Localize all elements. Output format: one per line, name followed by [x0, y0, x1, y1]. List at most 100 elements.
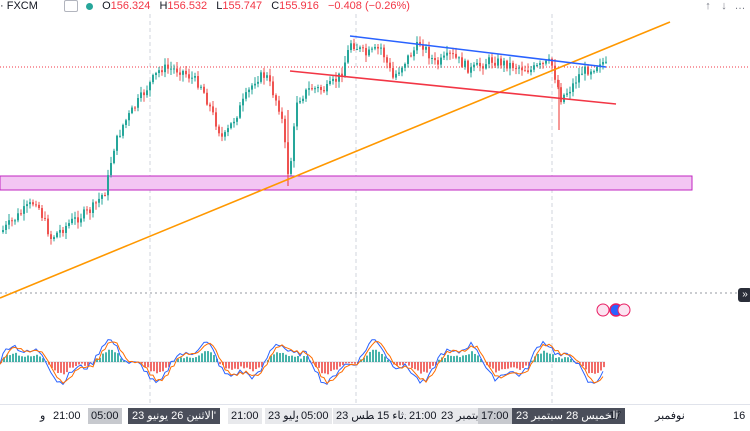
histogram-bar	[186, 357, 188, 362]
histogram-bar	[381, 354, 383, 362]
candle-body	[113, 151, 115, 163]
candle-body	[71, 219, 73, 223]
candle-body	[515, 68, 517, 69]
time-axis[interactable]: و 21:00 05:00 الاثنين 26 يونيو 23' 21:00…	[0, 404, 750, 431]
candle-body	[578, 74, 580, 82]
candle-body	[584, 67, 586, 74]
time-axis-label: و	[40, 408, 45, 424]
histogram-bar	[597, 362, 599, 373]
candle-body	[326, 84, 328, 91]
histogram-bar	[471, 351, 473, 362]
candle-body	[131, 108, 133, 114]
candle-body	[38, 205, 40, 208]
histogram-bar	[282, 353, 284, 362]
price-chart[interactable]	[0, 0, 750, 404]
candle-body	[491, 57, 493, 63]
candle-body	[35, 204, 37, 205]
histogram-bar	[54, 362, 56, 370]
candle-body	[350, 43, 352, 50]
candle-body	[575, 83, 577, 84]
histogram-bar	[303, 356, 305, 362]
histogram-bar	[447, 355, 449, 362]
candle-body	[593, 71, 595, 72]
histogram-bar	[246, 362, 248, 368]
candle-body	[473, 65, 475, 68]
candle-body	[20, 213, 22, 214]
candle-body	[590, 72, 592, 75]
candle-body	[581, 74, 583, 75]
histogram-bar	[378, 352, 380, 362]
candle-body	[164, 65, 166, 73]
histogram-bar	[354, 362, 356, 364]
channel-upper-line	[350, 36, 606, 67]
candle-body	[239, 105, 241, 117]
candle-body	[407, 55, 409, 64]
histogram-bar	[75, 362, 77, 366]
candle-body	[8, 220, 10, 224]
candle-body	[128, 113, 130, 120]
candle-body	[29, 202, 31, 204]
histogram-bar	[330, 362, 332, 371]
candle-body	[521, 68, 523, 71]
candle-body	[197, 76, 199, 88]
histogram-bar	[462, 355, 464, 362]
candle-body	[338, 74, 340, 82]
histogram-bar	[561, 359, 563, 362]
candle-body	[5, 225, 7, 230]
candle-body	[152, 75, 154, 82]
candle-body	[134, 108, 136, 109]
candle-body	[533, 65, 535, 69]
candle-body	[497, 59, 499, 66]
candle-body	[290, 161, 292, 174]
candle-body	[59, 230, 61, 233]
histogram-bar	[375, 350, 377, 362]
candle-body	[410, 55, 412, 56]
scroll-to-realtime-icon[interactable]: »	[738, 288, 750, 302]
candle-body	[74, 217, 76, 218]
histogram-bar	[546, 353, 548, 362]
histogram-bar	[273, 354, 275, 362]
histogram-bar	[114, 352, 116, 362]
histogram-bar	[477, 355, 479, 362]
candle-body	[2, 230, 4, 232]
histogram-bar	[18, 356, 20, 362]
histogram-bar	[459, 357, 461, 362]
candle-body	[44, 218, 46, 219]
histogram-bar	[423, 362, 425, 372]
candle-body	[449, 53, 451, 54]
histogram-bar	[492, 362, 494, 369]
time-axis-label: 17:00	[478, 408, 512, 424]
histogram-bar	[153, 362, 155, 371]
candle-body	[440, 58, 442, 65]
range-start-label: الاثنين 26 يونيو 23'	[128, 408, 220, 424]
candle-body	[68, 223, 70, 226]
histogram-bar	[366, 356, 368, 362]
candle-body	[569, 92, 571, 93]
histogram-bar	[189, 358, 191, 362]
range-end-label: الخميس 28 سبتمبر 23'	[512, 408, 625, 424]
histogram-bar	[228, 362, 230, 369]
candle-body	[539, 63, 541, 65]
candle-body	[236, 118, 238, 122]
candle-body	[455, 54, 457, 58]
candle-body	[488, 57, 490, 64]
histogram-bar	[234, 362, 236, 369]
candle-body	[56, 233, 58, 237]
histogram-bar	[429, 362, 431, 369]
candle-body	[245, 92, 247, 99]
candle-body	[536, 65, 538, 66]
candle-body	[122, 125, 124, 136]
histogram-bar	[213, 355, 215, 362]
candle-body	[353, 43, 355, 49]
candle-body	[221, 133, 223, 136]
histogram-bar	[231, 362, 233, 370]
candle-body	[299, 101, 301, 102]
candle-body	[602, 62, 604, 64]
candle-body	[227, 128, 229, 132]
histogram-bar	[516, 362, 518, 368]
candle-body	[362, 47, 364, 48]
histogram-bar	[426, 362, 428, 373]
candle-body	[143, 92, 145, 95]
histogram-bar	[594, 362, 596, 374]
histogram-bar	[600, 362, 602, 370]
